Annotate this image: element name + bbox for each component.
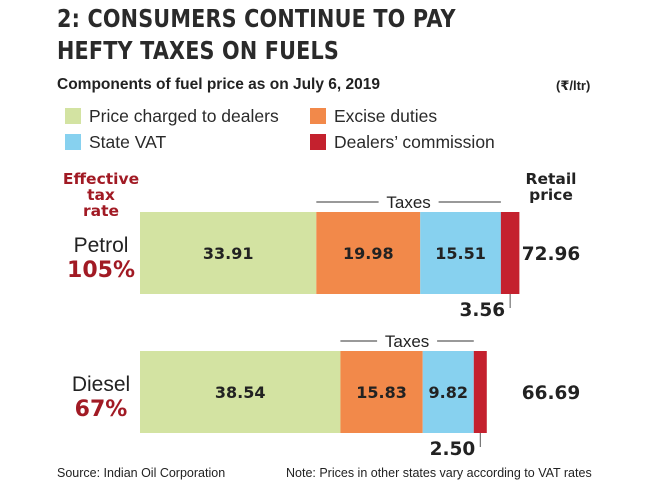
legend-item-excise: Excise duties bbox=[310, 105, 437, 127]
legend-label-excise: Excise duties bbox=[334, 105, 438, 126]
legend-item-commission: Dealers’ commission bbox=[310, 131, 495, 153]
legend-swatch-excise bbox=[310, 108, 326, 124]
footnote: Note: Prices in other states vary accord… bbox=[286, 466, 592, 480]
petrol-value-excise: 19.98 bbox=[343, 244, 394, 263]
title-line-2: HEFTY TAXES ON FUELS bbox=[57, 36, 339, 65]
legend-label-vat: State VAT bbox=[89, 131, 167, 152]
petrol-retail-price: 72.96 bbox=[522, 244, 581, 265]
diesel-bar-vat bbox=[422, 351, 474, 433]
petrol-bar-price-charged bbox=[140, 212, 317, 294]
title-line-1: 2: CONSUMERS CONTINUE TO PAY bbox=[57, 4, 456, 33]
legend-label-price-charged: Price charged to dealers bbox=[89, 105, 279, 126]
legend-label-commission: Dealers’ commission bbox=[334, 131, 495, 152]
source-note: Source: Indian Oil Corporation bbox=[57, 466, 226, 480]
petrol-effective-tax-rate: 105% bbox=[67, 258, 135, 283]
diesel-effective-tax-rate: 67% bbox=[75, 397, 128, 422]
petrol-value-commission: 3.56 bbox=[459, 300, 505, 321]
header-effective-tax-rate-2: tax bbox=[87, 186, 115, 204]
petrol-bar-vat bbox=[420, 212, 501, 294]
header-retail-price-1: Retail bbox=[526, 170, 577, 188]
legend-swatch-price-charged bbox=[65, 108, 81, 124]
diesel-value-price-charged: 38.54 bbox=[215, 383, 266, 402]
legend-swatch-commission bbox=[310, 134, 326, 150]
diesel-label: Diesel bbox=[72, 373, 130, 396]
diesel-taxes-label: Taxes bbox=[385, 332, 429, 351]
header-effective-tax-rate-3: rate bbox=[83, 202, 119, 220]
petrol-bar-commission bbox=[500, 212, 520, 294]
header-retail-price-2: price bbox=[529, 186, 573, 204]
diesel-bar-commission bbox=[473, 351, 487, 433]
legend-swatch-vat bbox=[65, 134, 81, 150]
diesel-bar-excise bbox=[340, 351, 423, 433]
legend-item-vat: State VAT bbox=[65, 131, 166, 153]
petrol-bar-excise bbox=[316, 212, 421, 294]
petrol-taxes-label: Taxes bbox=[386, 193, 430, 212]
diesel-value-vat: 9.82 bbox=[429, 383, 468, 402]
unit-label: (₹/ltr) bbox=[556, 78, 591, 93]
diesel-value-commission: 2.50 bbox=[430, 439, 476, 460]
petrol-label: Petrol bbox=[74, 234, 129, 257]
header-effective-tax-rate-1: Effective bbox=[63, 170, 139, 188]
diesel-retail-price: 66.69 bbox=[522, 383, 581, 404]
diesel-bar-price-charged bbox=[140, 351, 341, 433]
petrol-value-vat: 15.51 bbox=[435, 244, 486, 263]
petrol-value-price-charged: 33.91 bbox=[203, 244, 254, 263]
legend-item-price-charged: Price charged to dealers bbox=[65, 105, 279, 127]
diesel-value-excise: 15.83 bbox=[356, 383, 407, 402]
subtitle: Components of fuel price as on July 6, 2… bbox=[57, 76, 381, 93]
